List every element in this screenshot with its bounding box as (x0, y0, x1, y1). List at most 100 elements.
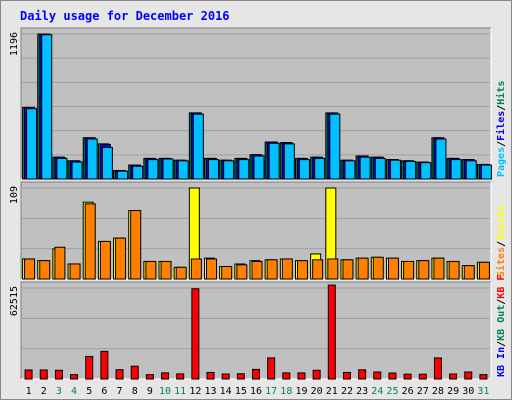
bar-pages-day-22 (344, 160, 356, 180)
bar-pages-day-29 (450, 159, 462, 180)
bar-sites-day-24 (372, 256, 384, 280)
bar-sites-day-17 (266, 259, 278, 280)
bar-sites-day-28 (433, 257, 445, 280)
bar-kb-f-day-15 (236, 373, 245, 380)
bar-sites-day-5 (84, 203, 96, 280)
x-tick-label-13: 13 (204, 386, 216, 397)
legend-kbytes: KB In/KB Out/KB F (496, 275, 507, 377)
bar-sites-day-29 (448, 260, 460, 280)
bar-pages-day-10 (162, 158, 174, 180)
x-tick-label-2: 2 (41, 386, 47, 397)
bar-pages-day-24 (374, 157, 386, 180)
legend-hits-files-pages: Pages/Files/Hits (495, 81, 507, 177)
x-tick-label-5: 5 (86, 386, 92, 397)
bar-kb-f-day-22 (342, 371, 351, 380)
bar-sites-day-25 (387, 257, 399, 280)
bar-pages-day-19 (298, 159, 310, 180)
legend-entry: KB In (496, 347, 507, 377)
x-tick-label-1: 1 (26, 386, 32, 397)
bar-pages-day-7 (117, 170, 129, 180)
bar-sites-day-4 (69, 263, 81, 280)
x-tick-label-18: 18 (280, 386, 292, 397)
bar-pages-day-8 (132, 165, 144, 180)
bar-pages-day-14 (223, 160, 235, 180)
bar-sites-day-16 (251, 260, 263, 280)
x-tick-label-7: 7 (117, 386, 123, 397)
bar-pages-day-17 (268, 142, 280, 180)
bar-sites-day-13 (206, 258, 218, 280)
bar-pages-day-15 (238, 159, 250, 180)
bar-pages-day-16 (253, 155, 265, 180)
bar-kb-f-day-5 (85, 355, 94, 380)
bar-pages-day-2 (41, 34, 53, 180)
bar-kb-f-day-11 (176, 373, 185, 380)
bar-kb-f-day-1 (24, 369, 33, 380)
x-tick-label-8: 8 (132, 386, 138, 397)
bar-pages-day-27 (420, 162, 432, 180)
bar-pages-day-25 (389, 159, 401, 180)
bar-sites-day-20 (312, 259, 324, 280)
bar-sites-day-1 (24, 258, 36, 280)
bar-pages-day-30 (465, 160, 477, 180)
bar-sites-day-3 (54, 246, 66, 280)
bar-sites-day-19 (296, 260, 308, 280)
x-tick-label-19: 19 (295, 386, 307, 397)
x-tick-label-21: 21 (326, 386, 338, 397)
bar-kb-f-day-4 (70, 374, 79, 380)
bar-kb-f-day-2 (39, 369, 48, 380)
bar-kb-f-day-12 (191, 288, 200, 380)
axis-max-label: 1196 (9, 32, 20, 56)
x-tick-label-30: 30 (462, 386, 474, 397)
legend-entry: Sites (495, 247, 507, 277)
bar-sites-day-10 (160, 260, 172, 280)
bar-sites-day-26 (403, 260, 415, 280)
legend-entry: / (496, 105, 507, 111)
bar-sites-day-6 (99, 240, 111, 280)
bar-sites-day-23 (357, 257, 369, 280)
bar-kb-f-day-20 (312, 369, 321, 380)
bar-pages-day-23 (359, 156, 371, 180)
chart-title: Daily usage for December 2016 (20, 9, 230, 23)
bar-sites-day-12 (190, 258, 202, 280)
bar-sites-day-14 (221, 265, 233, 280)
bar-sites-day-27 (418, 260, 430, 280)
x-tick-label-26: 26 (402, 386, 414, 397)
bar-kb-f-day-13 (206, 371, 215, 380)
legend-entry: / (496, 241, 507, 247)
legend-entry: KB Out (496, 305, 507, 341)
bar-pages-day-26 (405, 160, 417, 180)
legend-entry: / (496, 141, 507, 147)
bar-sites-day-15 (236, 264, 248, 280)
bar-pages-day-31 (480, 164, 492, 180)
bar-pages-day-11 (177, 160, 189, 180)
bar-kb-f-day-25 (388, 372, 397, 380)
bar-kb-f-day-19 (297, 372, 306, 380)
x-tick-label-12: 12 (189, 386, 201, 397)
bar-pages-day-20 (314, 157, 326, 180)
x-tick-label-31: 31 (477, 386, 489, 397)
bar-kb-f-day-14 (221, 373, 230, 380)
bar-sites-day-7 (115, 237, 127, 280)
bar-sites-day-18 (281, 258, 293, 280)
bar-pages-day-12 (192, 113, 204, 180)
bar-pages-day-13 (208, 159, 220, 180)
x-tick-label-25: 25 (386, 386, 398, 397)
bar-kb-f-day-10 (161, 372, 170, 380)
bar-kb-f-day-30 (464, 371, 473, 380)
bar-kb-f-day-6 (100, 350, 109, 380)
axis-max-label: 62515 (9, 286, 20, 316)
bar-sites-day-22 (342, 259, 354, 280)
bar-sites-day-30 (463, 265, 475, 280)
legend-entry: / (496, 341, 507, 347)
x-tick-label-20: 20 (311, 386, 323, 397)
x-tick-label-22: 22 (341, 386, 353, 397)
bar-kb-f-day-29 (449, 373, 458, 380)
bar-kb-f-day-31 (479, 374, 488, 380)
legend-entry: / (496, 299, 507, 305)
x-tick-label-28: 28 (432, 386, 444, 397)
bar-kb-f-day-18 (282, 372, 291, 380)
bar-sites-day-11 (175, 266, 187, 280)
bar-kb-f-day-9 (145, 374, 154, 380)
bar-kb-f-day-17 (267, 357, 276, 380)
